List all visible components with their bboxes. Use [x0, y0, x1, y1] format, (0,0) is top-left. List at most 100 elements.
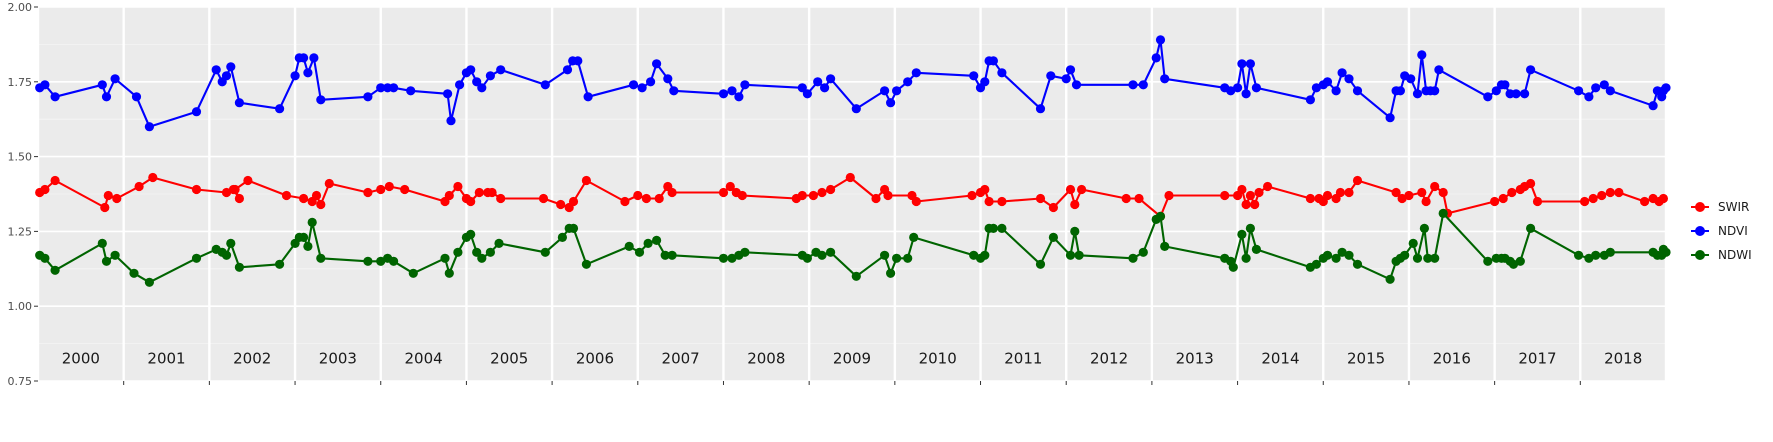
data-point-ndvi [1237, 59, 1247, 69]
data-point-swir [1614, 187, 1624, 198]
data-point-ndvi [1584, 92, 1594, 102]
data-point-ndwi [363, 256, 373, 266]
data-point-ndvi [40, 80, 50, 90]
data-point-ndwi [485, 247, 495, 257]
data-point-ndwi [444, 268, 454, 278]
data-point-ndwi [1385, 274, 1395, 284]
data-point-ndwi [568, 223, 579, 233]
data-point-ndwi [1400, 250, 1410, 260]
data-point-ndvi [1151, 53, 1161, 63]
y-tick-label: 1.50 [8, 151, 33, 164]
data-point-ndwi [1574, 250, 1584, 260]
data-point-ndvi [988, 56, 999, 66]
data-point-ndvi [406, 86, 416, 96]
data-point-ndwi [1526, 223, 1536, 233]
data-point-ndwi [307, 217, 317, 227]
data-point-ndvi [669, 86, 679, 96]
data-point-ndwi [1237, 229, 1247, 239]
data-point-swir [641, 193, 652, 204]
data-point-ndvi [363, 92, 373, 102]
data-point-swir [50, 175, 60, 186]
data-point-ndvi [496, 65, 506, 75]
legend-label-ndvi: NDVI [1718, 224, 1748, 238]
data-point-ndwi [1331, 253, 1341, 263]
data-point-swir [1077, 184, 1087, 195]
data-point-ndvi [303, 68, 313, 78]
year-label-2005: 2005 [490, 350, 528, 368]
data-point-ndwi [1483, 256, 1493, 266]
data-point-ndvi [583, 92, 593, 102]
data-point-swir [487, 187, 497, 198]
data-point-swir [967, 190, 977, 201]
year-label-2015: 2015 [1347, 350, 1385, 368]
data-point-ndvi [472, 77, 482, 87]
y-tick-label: 0.75 [8, 375, 33, 388]
data-point-ndwi [1311, 259, 1321, 269]
data-point-ndwi [191, 253, 202, 263]
data-point-ndvi [540, 80, 550, 90]
data-point-ndvi [1233, 83, 1243, 93]
year-labels: 2000 2001 2002 2003 2004 2005 2006 2007 2008 2009… [62, 350, 1643, 368]
data-point-ndwi [408, 268, 418, 278]
data-point-ndwi [477, 253, 487, 263]
data-point-ndvi [637, 83, 647, 93]
data-point-ndwi [851, 271, 861, 281]
year-label-2014: 2014 [1261, 350, 1299, 368]
data-point-ndvi [727, 86, 737, 96]
y-tick-label: 2.00 [8, 1, 33, 14]
data-point-swir [1305, 193, 1315, 204]
data-point-ndwi [643, 238, 653, 248]
data-point-swir [191, 184, 202, 195]
legend-label-ndwi: NDWI [1718, 248, 1752, 262]
data-point-ndvi [316, 95, 326, 105]
year-label-2004: 2004 [404, 350, 442, 368]
data-point-ndvi [1385, 113, 1395, 123]
data-point-swir [1597, 190, 1607, 201]
year-label-2007: 2007 [662, 350, 700, 368]
data-point-ndvi [131, 92, 142, 102]
data-point-ndwi [740, 247, 750, 257]
data-point-ndwi [376, 256, 386, 266]
data-point-ndvi [144, 122, 154, 132]
data-point-ndvi [1155, 35, 1166, 45]
data-point-swir [134, 181, 144, 192]
data-point-ndwi [667, 250, 677, 260]
data-point-swir [1065, 184, 1076, 195]
data-point-ndwi [892, 253, 902, 263]
data-point-ndvi [1352, 86, 1363, 96]
data-point-ndvi [1160, 74, 1170, 84]
data-point-swir [568, 196, 579, 207]
data-point-ndwi [97, 238, 107, 248]
data-point-swir [1263, 181, 1273, 192]
data-point-ndwi [718, 253, 729, 263]
data-point-ndvi [97, 80, 107, 90]
data-point-ndwi [909, 232, 919, 242]
data-point-ndwi [1412, 253, 1423, 263]
data-point-swir [1335, 187, 1345, 198]
data-point-ndwi [540, 247, 550, 257]
data-point-swir [808, 190, 819, 201]
data-point-swir [556, 199, 566, 210]
year-label-2013: 2013 [1176, 350, 1214, 368]
legend-item-ndwi: NDWI [1691, 248, 1752, 262]
data-point-ndwi [1430, 253, 1440, 263]
data-point-ndwi [221, 250, 232, 260]
data-point-ndwi [1591, 250, 1601, 260]
data-point-ndwi [1322, 250, 1333, 260]
data-point-swir [311, 190, 322, 201]
axis-layer: 0.75 1.00 1.25 1.50 1.75 2.00 [8, 1, 1581, 388]
data-point-ndvi [1406, 74, 1416, 84]
legend-label-swir: SWIR [1718, 200, 1749, 214]
data-point-ndwi [275, 259, 285, 269]
data-point-swir [1245, 190, 1255, 201]
data-point-swir [103, 190, 113, 201]
data-point-swir [1580, 196, 1590, 207]
data-point-ndwi [466, 229, 476, 239]
data-point-ndwi [453, 247, 463, 257]
data-point-ndwi [997, 223, 1007, 233]
data-point-ndvi [1591, 83, 1601, 93]
data-point-swir [1220, 190, 1230, 201]
data-point-swir [299, 193, 309, 204]
data-point-ndwi [389, 256, 399, 266]
data-point-ndvi [740, 80, 750, 90]
